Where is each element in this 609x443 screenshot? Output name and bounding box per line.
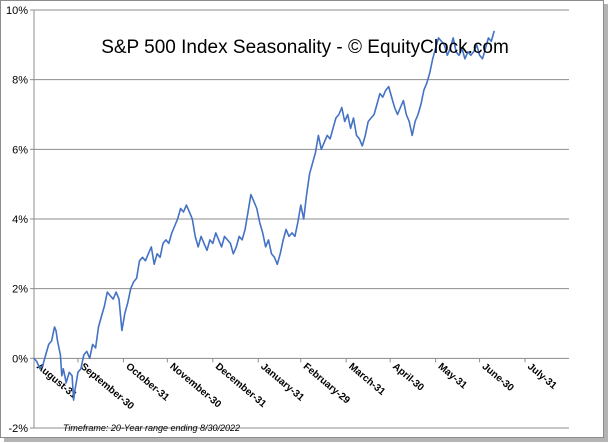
chart-title: S&P 500 Index Seasonality - © EquityCloc… bbox=[101, 37, 509, 58]
frame-shadow-right bbox=[604, 4, 608, 441]
y-tick-label: 10% bbox=[6, 5, 28, 17]
x-tick-label: March-31 bbox=[346, 361, 387, 398]
x-tick-label: June-30 bbox=[480, 361, 516, 394]
series-line bbox=[33, 30, 495, 401]
frame-shadow-bottom bbox=[4, 438, 608, 442]
grid-lines bbox=[34, 9, 569, 429]
x-axis-ticks: August-31 September-30October-31November-… bbox=[33, 358, 559, 412]
y-axis-ticks: -2% 0% 2% 4% 6% 8% 10% bbox=[6, 5, 34, 435]
y-tick-label: 4% bbox=[12, 214, 28, 226]
series-layer bbox=[33, 30, 495, 401]
chart-footnote: Timeframe: 20-Year range ending 8/30/202… bbox=[63, 423, 240, 433]
x-tick-label: April-30 bbox=[390, 361, 426, 394]
y-tick-label: -2% bbox=[8, 423, 28, 435]
y-tick-label: 8% bbox=[12, 75, 28, 87]
x-tick-label: July-31 bbox=[525, 361, 559, 392]
y-tick-label: 0% bbox=[12, 353, 28, 365]
x-tick-label: January-31 bbox=[258, 361, 306, 404]
x-tick-label: October-31 bbox=[123, 361, 171, 404]
x-tick-label: February-29 bbox=[301, 361, 352, 407]
y-tick-label: 2% bbox=[12, 284, 28, 296]
x-tick-label: May-31 bbox=[436, 361, 469, 392]
y-tick-label: 6% bbox=[12, 144, 28, 156]
